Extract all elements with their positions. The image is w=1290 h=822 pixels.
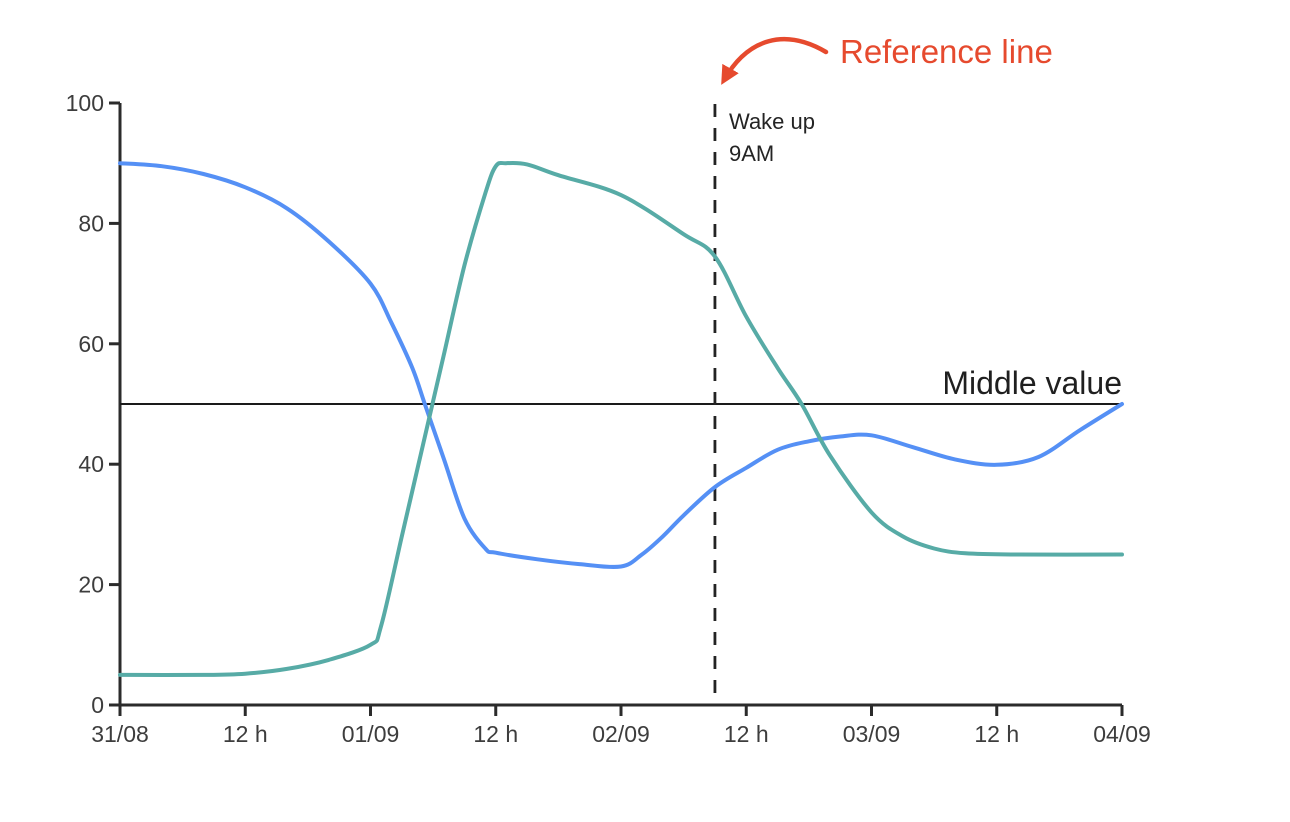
y-tick-label: 20 — [78, 572, 104, 598]
annotation-arrow-icon — [721, 37, 829, 85]
wakeup-label: Wake up — [729, 109, 815, 134]
teal-series-path — [118, 160, 1124, 677]
annotations: Reference line Middle value Wake up 9AM — [721, 33, 1122, 401]
blue-series-path — [118, 161, 1124, 569]
y-tick-label: 40 — [78, 451, 104, 477]
wakeup-time-label: 9AM — [729, 141, 774, 166]
x-tick-label: 12 h — [724, 721, 769, 747]
reference-lines — [120, 104, 1122, 701]
y-tick-label: 100 — [66, 90, 104, 116]
axes: 0 20 40 60 80 100 31/08 12 h 01/09 12 h 02/09 12 h 0… — [66, 90, 1151, 747]
x-tick-label: 01/09 — [342, 721, 400, 747]
x-tick-label: 03/09 — [843, 721, 901, 747]
middle-value-label: Middle value — [942, 365, 1122, 401]
reference-line-annotation-label: Reference line — [840, 33, 1053, 70]
x-tick-label: 04/09 — [1093, 721, 1151, 747]
y-tick-label: 80 — [78, 210, 104, 236]
x-tick-label: 12 h — [974, 721, 1019, 747]
x-tick-label: 12 h — [473, 721, 518, 747]
y-tick-label: 0 — [91, 692, 104, 718]
series-lines — [118, 160, 1124, 677]
y-tick-label: 60 — [78, 331, 104, 357]
x-tick-label: 31/08 — [91, 721, 149, 747]
x-tick-label: 12 h — [223, 721, 268, 747]
x-tick-label: 02/09 — [592, 721, 650, 747]
